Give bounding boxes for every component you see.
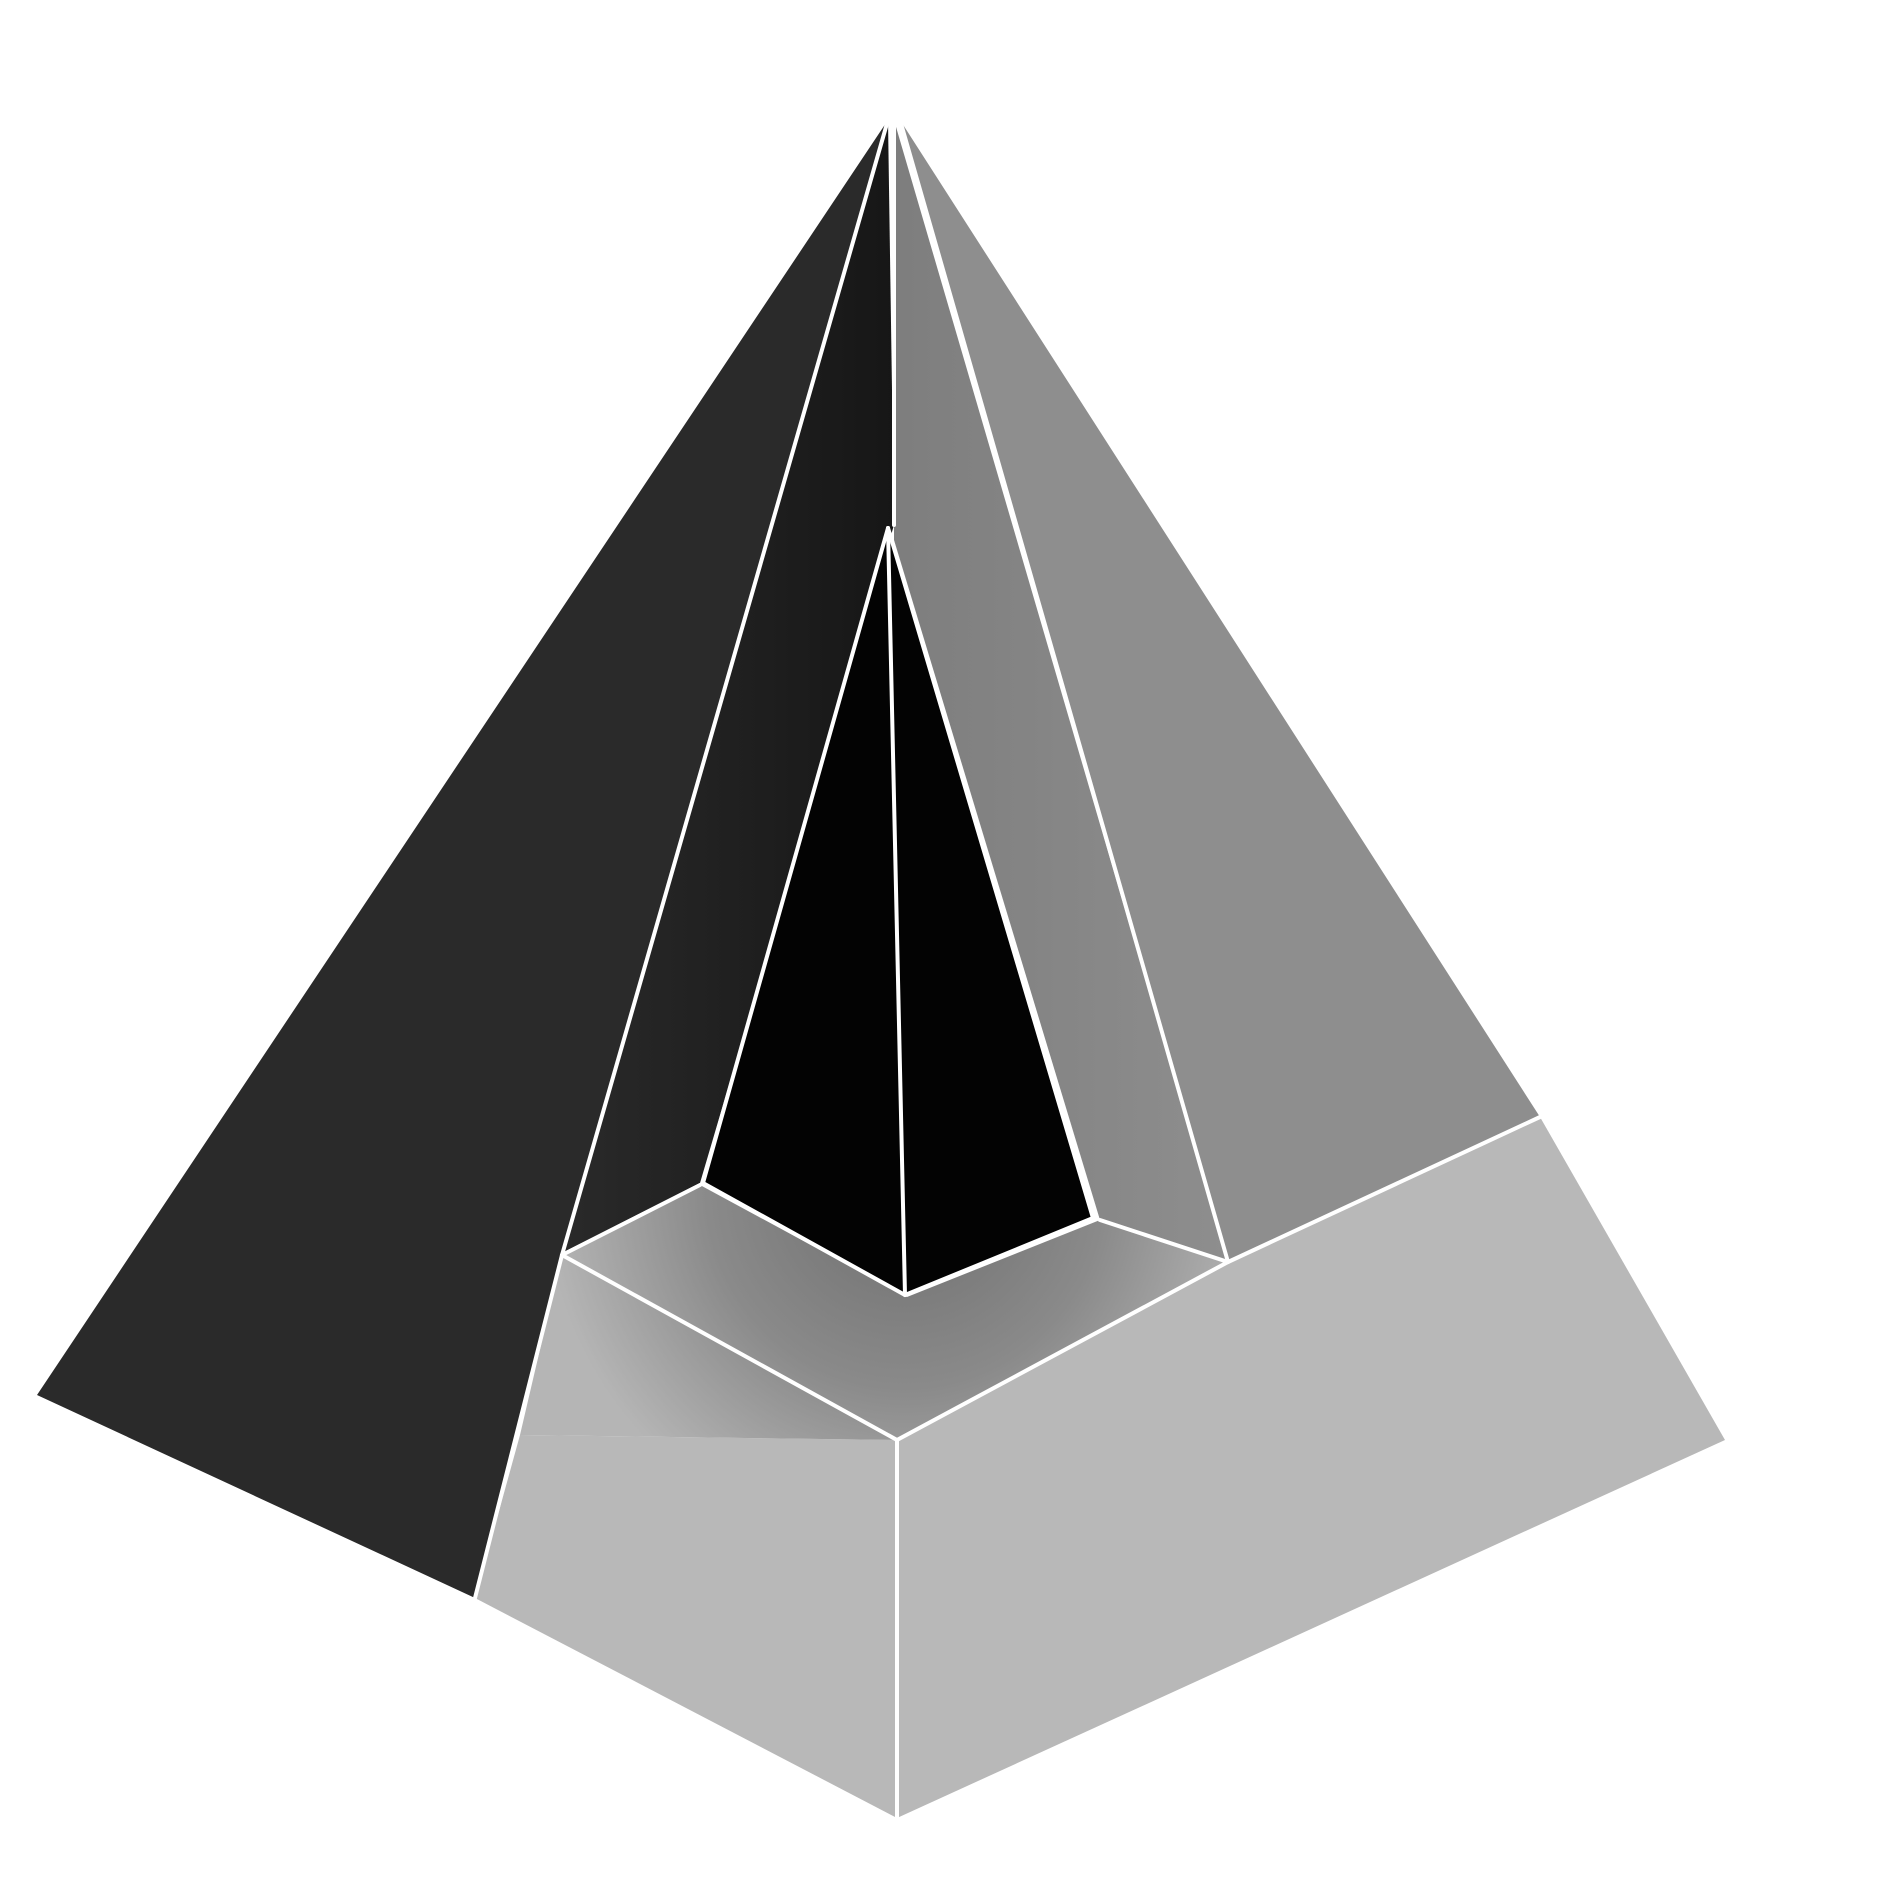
edge-base-top-right	[1226, 1115, 1542, 1264]
edge-left-ridge	[560, 118, 890, 1257]
edge-right-ridge	[898, 118, 1230, 1264]
edge-cut-right-top	[1098, 1218, 1230, 1264]
inner-pyramid-right-face	[888, 528, 1093, 1295]
edge-inner-left	[701, 526, 890, 1185]
edge-inner-base-left	[701, 1181, 907, 1297]
edge-lines	[473, 118, 1542, 1820]
edge-cut-left-bottom	[560, 1253, 899, 1442]
edge-cut-right-bottom	[895, 1260, 1230, 1442]
cut-floor	[520, 1185, 1228, 1440]
edge-inner-right	[886, 526, 1095, 1220]
base-right-face	[897, 1117, 1725, 1818]
inner-pyramid-left-face	[703, 528, 905, 1295]
base-left-face	[475, 1435, 897, 1818]
outer-right-face	[900, 120, 1540, 1262]
edge-inner-center	[886, 526, 907, 1297]
edge-cut-left-top	[560, 1183, 702, 1257]
edge-inner-base-right	[903, 1216, 1095, 1297]
edge-base-left-vertical	[473, 1253, 564, 1600]
outer-left-face	[37, 120, 888, 1598]
